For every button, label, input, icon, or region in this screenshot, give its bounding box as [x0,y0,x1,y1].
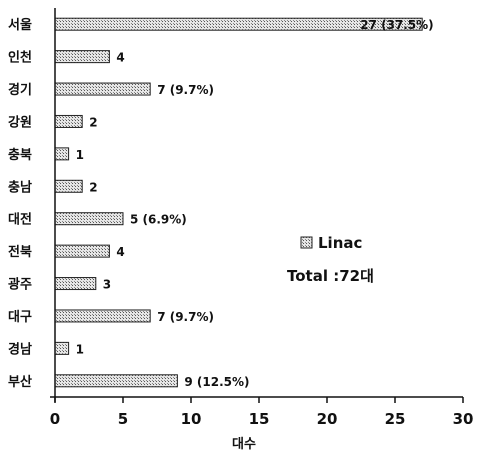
bar-12 [54,374,178,388]
x-tick-label-7: 30 [453,410,474,428]
x-tick-label-3: 10 [181,410,202,428]
bar-11 [54,341,70,355]
category-label-11: 경남 [8,341,32,357]
x-tick-label-1: 0 [50,410,60,428]
x-tick-label-6: 25 [385,410,406,428]
category-label-12: 부산 [8,374,32,390]
category-label-10: 대구 [8,310,32,325]
category-label-6: 충남 [8,179,32,195]
data-label-7: 5 (6.9%) [130,213,187,227]
category-label-8: 전북 [8,244,32,260]
data-label-4: 2 [89,115,97,129]
total-annotation: Total :72대 [287,267,374,285]
category-label-4: 강원 [8,114,32,130]
category-label-3: 경기 [8,82,32,98]
data-label-9: 3 [103,278,111,292]
x-tick-label-2: 5 [118,410,128,428]
bar-9 [54,277,97,291]
legend-entry-linac: Linac [318,234,362,252]
bar-2 [54,50,110,64]
bar-5 [54,147,70,161]
bar-7 [54,212,124,226]
data-label-11: 1 [76,342,84,356]
category-label-1: 서울 [8,17,32,33]
data-label-2: 4 [116,51,124,65]
data-label-12: 9 (12.5%) [184,375,249,389]
bar-6 [54,179,83,193]
data-label-8: 4 [116,245,124,259]
x-axis-title: 대수 [232,437,256,452]
bars-layer [54,17,423,388]
bar-4 [54,114,83,128]
bar-3 [54,82,151,96]
bar-10 [54,309,151,323]
category-label-5: 충북 [8,147,32,163]
data-label-6: 2 [89,180,97,194]
legend: Linac [300,234,362,252]
category-label-9: 광주 [8,278,32,293]
data-label-3: 7 (9.7%) [157,83,214,97]
data-label-10: 7 (9.7%) [157,310,214,324]
bar-8 [54,244,110,258]
x-tick-label-4: 15 [249,410,270,428]
category-label-2: 인천 [8,50,32,66]
data-label-5: 1 [76,148,84,162]
legend-swatch-linac [300,236,313,249]
data-label-1: 27 (37.5%) [360,18,433,32]
data-labels: 27 (37.5%) 4 7 (9.7%) 2 1 2 5 (6.9%) 4 3 7 (9.7%)… [76,18,434,389]
x-tick-label-5: 20 [317,410,338,428]
x-axis-ticks: 0 5 10 15 20 25 30 [50,397,474,428]
category-label-7: 대전 [8,212,32,228]
